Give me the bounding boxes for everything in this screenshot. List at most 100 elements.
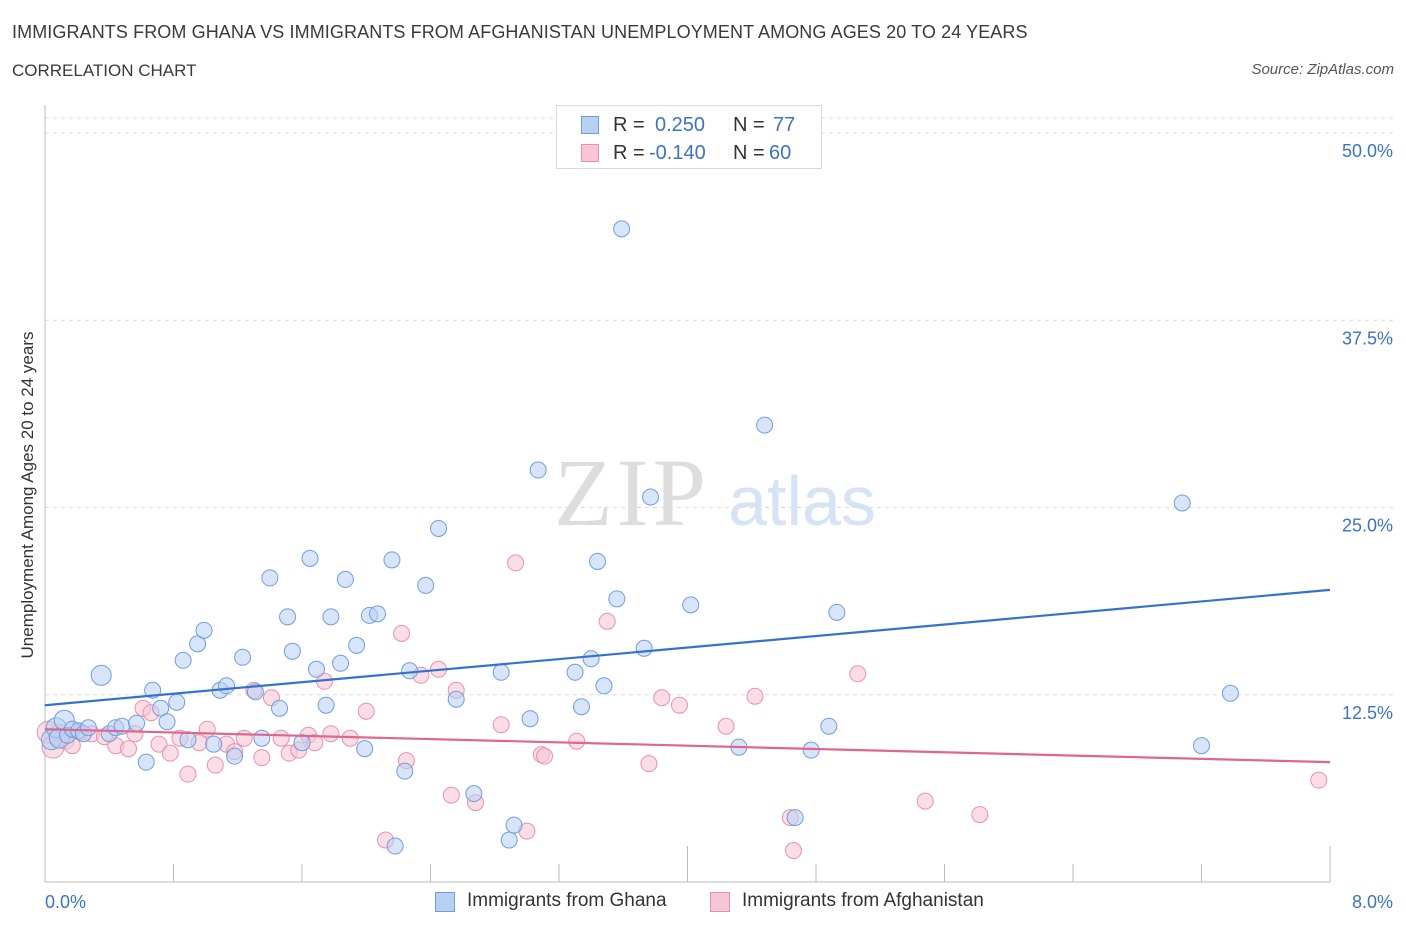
- ghana-point: [279, 608, 297, 626]
- ghana-r-value: 0.250: [655, 114, 706, 136]
- n-label: N =: [733, 114, 765, 136]
- ghana-point: [386, 837, 404, 855]
- ghana-point: [447, 690, 465, 708]
- afghanistan-point: [670, 696, 688, 714]
- watermark: ZIP atlas: [554, 439, 876, 546]
- ghana-point: [218, 677, 236, 695]
- source-credit: Source: ZipAtlas.com: [1251, 61, 1394, 78]
- afghanistan-point: [653, 689, 671, 707]
- y-tick-label: 12.5%: [1342, 703, 1393, 723]
- ghana-point: [283, 642, 301, 660]
- ghana-point: [271, 699, 289, 717]
- afghanistan-point: [916, 792, 934, 810]
- ghana-point: [529, 461, 547, 479]
- ghana-n-value: 77: [773, 114, 796, 136]
- ghana-point: [572, 698, 590, 716]
- afghanistan-point: [357, 702, 375, 720]
- ghana-point: [128, 714, 146, 732]
- chart-subtitle: CORRELATION CHART: [12, 61, 197, 80]
- chart-title: IMMIGRANTS FROM GHANA VS IMMIGRANTS FROM…: [12, 22, 1028, 42]
- ghana-point: [253, 729, 271, 747]
- legend-ghana-swatch: [435, 892, 455, 912]
- ghana-point: [465, 785, 483, 803]
- ghana-point: [332, 654, 350, 672]
- ghana-point: [566, 663, 584, 681]
- ghana-point: [682, 596, 700, 614]
- r-label: R =: [613, 114, 645, 136]
- afghanistan-point: [150, 735, 168, 753]
- afghanistan-trend-line: [44, 728, 1331, 764]
- legend-afghanistan-label: Immigrants from Afghanistan: [742, 890, 984, 911]
- ghana-point: [582, 650, 600, 668]
- ghana-point: [802, 741, 820, 759]
- x-tick-label: 0.0%: [45, 892, 86, 912]
- afghanistan-point: [206, 756, 224, 774]
- ghana-point: [158, 713, 176, 731]
- y-tick-label: 37.5%: [1342, 328, 1393, 348]
- ghana-point: [613, 220, 631, 238]
- afghanistan-point: [272, 729, 290, 747]
- ghana-point: [174, 651, 192, 669]
- afghanistan-point: [568, 732, 586, 750]
- ghana-point: [635, 639, 653, 657]
- afghanistan-point: [198, 720, 216, 738]
- afghanistan-point: [536, 747, 554, 765]
- ghana-point: [368, 605, 386, 623]
- tick-labels: 12.5% 25.0% 37.5% 50.0% 0.0% 8.0%: [45, 141, 1393, 912]
- ghana-point: [137, 753, 155, 771]
- ghana-point: [348, 636, 366, 654]
- afghanistan-point: [253, 749, 271, 767]
- ghana-point: [307, 660, 325, 678]
- afghanistan-point: [746, 687, 764, 705]
- y-tick-label: 50.0%: [1342, 141, 1393, 161]
- legend-ghana-label: Immigrants from Ghana: [467, 890, 667, 911]
- ghana-point: [430, 519, 448, 537]
- ghana-point: [401, 662, 419, 680]
- afghanistan-point: [161, 744, 179, 762]
- afghanistan-point: [120, 740, 138, 758]
- y-tick-label: 25.0%: [1342, 516, 1393, 536]
- ghana-point: [608, 590, 626, 608]
- ghana-point: [336, 570, 354, 588]
- ghana-point: [261, 569, 279, 587]
- afghanistan-point: [179, 765, 197, 783]
- watermark-atlas: atlas: [728, 462, 876, 540]
- afghanistan-point: [598, 612, 616, 630]
- n-label: N =: [733, 142, 765, 164]
- legend-afghanistan-swatch: [710, 892, 730, 912]
- afghanistan-point: [717, 717, 735, 735]
- watermark-zip: ZIP: [554, 439, 710, 546]
- ghana-point: [500, 831, 518, 849]
- ghana-point: [595, 677, 613, 695]
- ghana-point: [642, 488, 660, 506]
- afghanistan-n-value: 60: [769, 142, 792, 164]
- ghana-point: [820, 717, 838, 735]
- ghana-point: [79, 719, 97, 737]
- grid-lines: [45, 117, 1395, 696]
- ghana-point: [521, 710, 539, 728]
- ghana-point: [293, 734, 311, 752]
- ghana-swatch: [581, 116, 599, 134]
- afghanistan-point: [640, 755, 658, 773]
- ghana-point: [828, 603, 846, 621]
- afghanistan-point: [235, 729, 253, 747]
- afghanistan-point: [393, 624, 411, 642]
- ghana-point: [1221, 684, 1239, 702]
- ghana-point: [417, 576, 435, 594]
- afghanistan-point: [971, 806, 989, 824]
- ghana-point: [1173, 494, 1191, 512]
- stats-legend: R = 0.250 N = 77 R = -0.140 N = 60: [556, 105, 822, 169]
- y-axis-label: Unemployment Among Ages 20 to 24 years: [18, 331, 37, 659]
- ghana-point: [301, 549, 319, 567]
- ghana-point: [234, 648, 252, 666]
- ghana-point: [205, 735, 223, 753]
- afghanistan-point: [785, 842, 803, 860]
- afghanistan-point: [507, 554, 525, 572]
- ghana-point: [195, 621, 213, 639]
- afghanistan-swatch: [581, 144, 599, 162]
- ghana-point: [396, 762, 414, 780]
- ghana-point: [1193, 737, 1210, 755]
- afghanistan-point: [322, 725, 340, 743]
- ghana-point: [90, 664, 112, 686]
